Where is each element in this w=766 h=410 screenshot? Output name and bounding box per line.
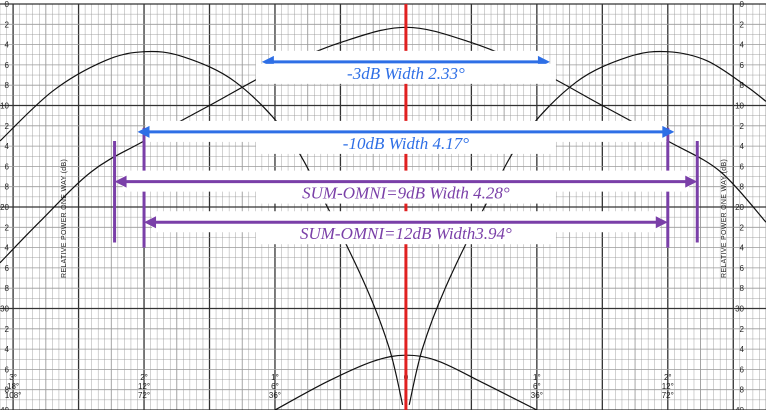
y-tick-label-left: 8	[5, 81, 10, 90]
y-axis-ticks: 0 2 4 6 8 10 2 4 6 8 20 2 4 6 8 30 2 4 6 8 40 0 2 4 6 8 10 2 4 6 8 20 2 4…	[0, 0, 744, 410]
y-tick-label-left: 2	[5, 20, 10, 29]
y-tick-label-left: 8	[5, 284, 10, 293]
x-tick-label: 72°	[662, 391, 674, 400]
x-tick-label: 36°	[531, 391, 543, 400]
annotation-text-bg	[255, 183, 556, 204]
y-tick-label-left: 4	[5, 41, 10, 50]
y-tick-label-right: 6	[740, 365, 745, 374]
y-tick-label-right: 4	[740, 244, 745, 253]
x-tick-label: 12°	[138, 382, 150, 391]
y-tick-label-left: 6	[5, 365, 10, 374]
y-tick-label-left: 2	[5, 325, 10, 334]
y-tick-label-right: 8	[740, 386, 745, 395]
y-tick-label-right: 4	[740, 41, 745, 50]
pattern-curve	[408, 50, 766, 406]
y-tick-label-right: 2	[740, 20, 745, 29]
annotation-label: -3dB Width 2.33°	[347, 64, 465, 83]
annotation-arrowhead-right	[655, 216, 668, 229]
annotation-text-bg	[255, 63, 556, 84]
y-tick-label-left: 2	[5, 223, 10, 232]
y-tick-label-right: 8	[740, 81, 745, 90]
x-tick-label: 1°	[271, 373, 279, 382]
y-tick-label-left: 8	[5, 386, 10, 395]
y-tick-label-right: 2	[740, 325, 745, 334]
y-tick-label-left: 0	[5, 0, 10, 9]
y-tick-label-right: 2	[740, 223, 745, 232]
y-tick-label-right: 30	[735, 305, 744, 314]
x-tick-label: 6°	[533, 382, 541, 391]
x-tick-label: 6°	[271, 382, 279, 391]
y-tick-label-left: 6	[5, 162, 10, 171]
x-axis-ticks: 3°18°108°2°12°72°1°6°36°01°6°36°2°12°72°	[5, 373, 674, 400]
pattern-curve	[0, 50, 404, 406]
y-tick-label-left: 6	[5, 61, 10, 70]
annotation-label: SUM-OMNI=9dB Width 4.28°	[302, 184, 510, 203]
y-tick-label-left: 6	[5, 264, 10, 273]
x-tick-label: 36°	[269, 391, 281, 400]
width-annotations: -3dB Width 2.33° -10dB Width 4.17° SUM-OMN…	[114, 50, 698, 245]
y-tick-label-right: 20	[735, 203, 744, 212]
annotation-arrowhead-left	[137, 125, 150, 138]
y-tick-label-right: 2	[740, 122, 745, 131]
y-tick-label-right: 6	[740, 264, 745, 273]
y-tick-label-left: 30	[0, 305, 9, 314]
y-tick-label-right: 6	[740, 61, 745, 70]
x-tick-label: 72°	[138, 391, 150, 400]
y-tick-label-left: 20	[0, 203, 9, 212]
y-tick-label-left: 4	[5, 345, 10, 354]
y-tick-label-right: 10	[735, 102, 744, 111]
y-tick-label-right: 4	[740, 345, 745, 354]
annotation-text-bg	[255, 224, 556, 245]
left-axis-label: RELATIVE POWER ONE WAY (dB)	[61, 159, 68, 278]
y-tick-label-right: 0	[740, 0, 745, 9]
y-tick-label-right: 8	[740, 183, 745, 192]
x-tick-label: 2°	[664, 373, 672, 382]
annotation-text-bg	[255, 133, 556, 154]
y-tick-label-left: 8	[5, 183, 10, 192]
x-tick-label: 1°	[533, 373, 541, 382]
annotation-arrowhead-right	[685, 175, 698, 188]
y-tick-label-left: 2	[5, 122, 10, 131]
y-tick-label-left: 40	[0, 406, 9, 410]
right-axis-label: RELATIVE POWER ONE WAY (dB)	[721, 159, 728, 278]
y-tick-label-left: 10	[0, 102, 9, 111]
x-tick-label: 3°	[9, 373, 17, 382]
x-tick-label: 2°	[140, 373, 148, 382]
y-tick-label-right: 6	[740, 162, 745, 171]
y-tick-label-left: 4	[5, 142, 10, 151]
annotation-label: -10dB Width 4.17°	[343, 134, 469, 153]
annotation-arrowhead-left	[114, 175, 127, 188]
y-tick-label-left: 4	[5, 244, 10, 253]
y-tick-label-right: 4	[740, 142, 745, 151]
y-tick-label-right: 40	[735, 406, 744, 410]
annotation-label: SUM-OMNI=12dB Width3.94°	[300, 224, 512, 243]
annotation-arrowhead-left	[144, 216, 157, 229]
x-tick-label: 18°	[7, 382, 19, 391]
x-tick-label: 12°	[662, 382, 674, 391]
y-tick-label-right: 8	[740, 284, 745, 293]
annotation-arrowhead-right	[662, 125, 675, 138]
x-tick-label: 108°	[5, 391, 22, 400]
